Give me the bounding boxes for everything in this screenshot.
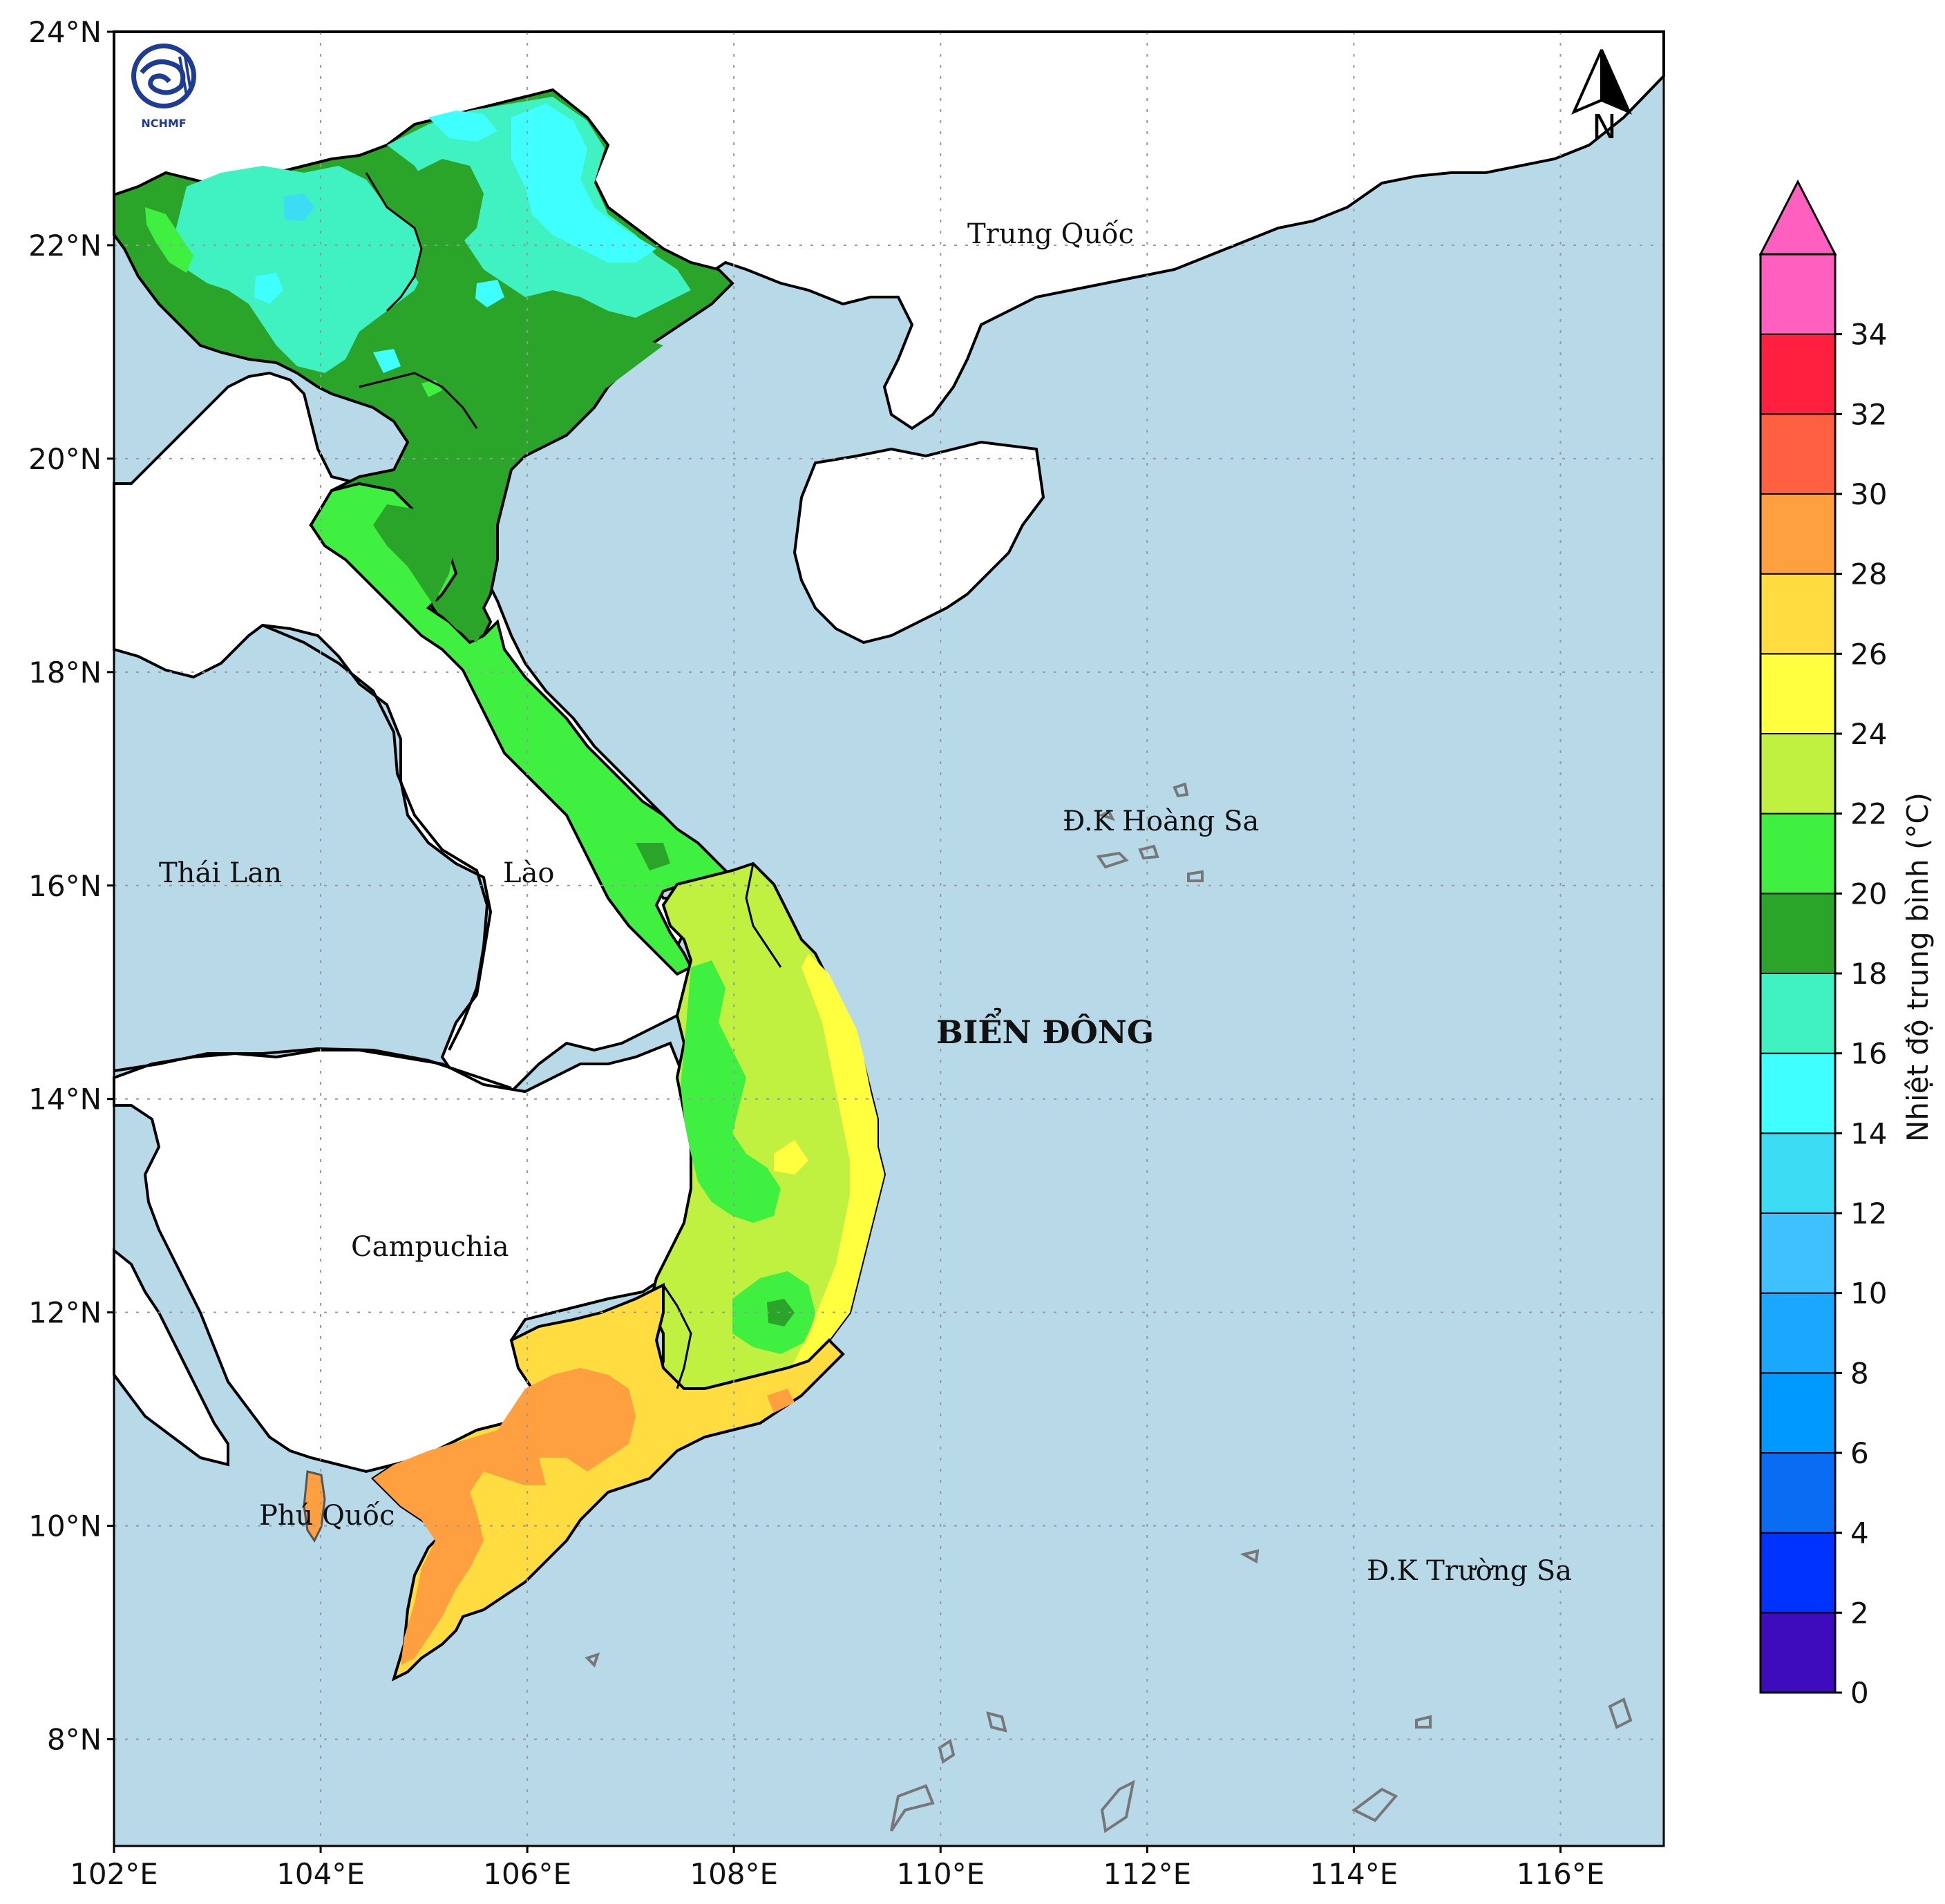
lat-tick-label: 14°N xyxy=(28,1083,102,1116)
colorbar-bin xyxy=(1760,333,1836,415)
label-hoang-sa: Đ.K Hoàng Sa xyxy=(1063,806,1259,837)
colorbar-bin xyxy=(1760,493,1836,575)
colorbar-tick-label: 32 xyxy=(1850,397,1887,431)
colorbar-bin xyxy=(1760,254,1836,335)
colorbar-extend-arrow xyxy=(1758,179,1837,256)
colorbar-label: Nhiệt độ trung bình (°C) xyxy=(1901,792,1935,1142)
vn-zone-highland-dark xyxy=(767,1299,795,1326)
vn-zone-south-orange xyxy=(373,1368,636,1665)
colorbar-tick-label: 2 xyxy=(1850,1596,1869,1630)
vn-zone-phu-quoc xyxy=(303,1470,326,1543)
svg-text:NCHMF: NCHMF xyxy=(141,117,186,130)
country-borders xyxy=(113,624,512,1089)
vn-zone-north-green-small xyxy=(145,207,193,273)
label-phu-quoc: Phú Quốc xyxy=(259,1500,395,1532)
colorbar-tick-label: 28 xyxy=(1850,558,1887,591)
vn-zone-coast-22-24 xyxy=(781,953,884,1382)
lon-tick-label: 108°E xyxy=(690,1857,778,1891)
colorbar-tick-label: 22 xyxy=(1850,797,1887,831)
vn-zone-south-yellow-in xyxy=(539,1458,587,1485)
lat-tick-label: 20°N xyxy=(28,442,102,476)
colorbar-tick-label: 14 xyxy=(1850,1116,1887,1150)
colorbar-bin xyxy=(1760,413,1836,495)
colorbar-tick-label: 20 xyxy=(1850,877,1887,911)
lat-tick-label: 12°N xyxy=(28,1296,102,1330)
colorbar-bin xyxy=(1760,973,1836,1054)
vn-zone-north-cyan-5 xyxy=(475,280,504,307)
vn-zone-coast-orange xyxy=(767,1389,795,1413)
lon-tick-label: 116°E xyxy=(1517,1857,1605,1891)
colorbar-bin xyxy=(1760,1212,1836,1294)
north-arrow-icon: N xyxy=(1571,49,1632,146)
colorbar-tick-label: 26 xyxy=(1850,637,1887,671)
colorbar-bin xyxy=(1760,733,1836,815)
colorbar-tick-label: 6 xyxy=(1850,1436,1869,1470)
colorbar-tick-label: 34 xyxy=(1850,318,1887,352)
colorbar-tick-label: 24 xyxy=(1850,717,1887,751)
vn-zone-coast-patch xyxy=(774,1140,808,1174)
lon-tick-label: 112°E xyxy=(1103,1857,1191,1891)
lon-tick-label: 102°E xyxy=(70,1857,158,1891)
colorbar-bin xyxy=(1760,1052,1836,1134)
colorbar-tick-label: 18 xyxy=(1850,957,1887,991)
colorbar-bin xyxy=(1760,1532,1836,1614)
thailand-southwest xyxy=(113,1247,229,1467)
colorbar-tick-label: 4 xyxy=(1850,1516,1869,1550)
vn-zone-central-north-dark xyxy=(373,504,484,642)
vn-zone-central-north-dark2 xyxy=(636,843,670,870)
colorbar-bin xyxy=(1760,812,1836,895)
colorbar-bin xyxy=(1760,653,1836,734)
label-laos: Lào xyxy=(503,857,555,889)
colorbar-tick-label: 0 xyxy=(1850,1676,1869,1710)
vietnam-temperature-field xyxy=(113,88,886,1682)
lat-tick-label: 16°N xyxy=(28,869,102,903)
lat-tick-label: 22°N xyxy=(28,229,102,263)
vn-zone-highland-green xyxy=(681,960,781,1223)
latitude-ticks: 24°N 22°N 20°N 18°N 16°N 14°N 12°N 10°N 8°N xyxy=(28,15,114,1757)
nchmf-logo: NCHMF xyxy=(131,44,196,130)
lon-tick-label: 106°E xyxy=(483,1857,571,1891)
label-east-sea: BIỂN ĐÔNG xyxy=(936,1007,1154,1051)
colorbar-tick-label: 16 xyxy=(1850,1037,1887,1071)
colorbar-bin xyxy=(1760,573,1836,655)
region-borders xyxy=(359,172,782,1389)
islands xyxy=(585,782,1633,1834)
colorbar-bin xyxy=(1760,1452,1836,1534)
colorbar-bin xyxy=(1760,1612,1836,1693)
colorbar-tick-label: 8 xyxy=(1850,1356,1869,1390)
colorbar-tick-label: 12 xyxy=(1850,1197,1887,1230)
colorbar-bin xyxy=(1760,1372,1836,1454)
map-frame xyxy=(113,30,1665,1847)
colorbar-bin xyxy=(1760,1132,1836,1215)
vn-zone-north-cyan-1 xyxy=(511,104,656,263)
vn-zone-north-cyan-4 xyxy=(254,273,283,304)
lon-tick-label: 104°E xyxy=(276,1857,365,1891)
colorbar-tick-label: 30 xyxy=(1850,477,1887,511)
lon-tick-label: 114°E xyxy=(1310,1857,1398,1891)
lat-tick-label: 10°N xyxy=(28,1510,102,1543)
vn-zone-north-cyan-6 xyxy=(373,349,401,373)
label-truong-sa: Đ.K Trường Sa xyxy=(1367,1555,1572,1587)
colorbar-bin xyxy=(1760,1292,1836,1374)
lon-tick-label: 110°E xyxy=(896,1857,985,1891)
colorbar-bin xyxy=(1760,893,1836,975)
vn-zone-north-cyan-3 xyxy=(283,193,314,221)
vn-zone-north-cyan-2 xyxy=(428,111,497,142)
vn-zone-north-green-strip xyxy=(415,159,663,401)
label-thailand: Thái Lan xyxy=(159,857,282,889)
lat-tick-label: 24°N xyxy=(28,15,102,49)
label-china: Trung Quốc xyxy=(967,218,1134,250)
colorbar-tick-label: 10 xyxy=(1850,1277,1887,1311)
lat-tick-label: 18°N xyxy=(28,656,102,689)
vn-zone-north-teal-west xyxy=(173,166,428,373)
lat-tick-label: 8°N xyxy=(47,1723,102,1757)
label-cambodia: Campuchia xyxy=(351,1231,509,1263)
hainan-island xyxy=(793,440,1045,645)
svg-text:N: N xyxy=(1592,108,1617,146)
longitude-ticks: 102°E 104°E 106°E 108°E 110°E 112°E 114°E 116°E xyxy=(70,1846,1604,1891)
